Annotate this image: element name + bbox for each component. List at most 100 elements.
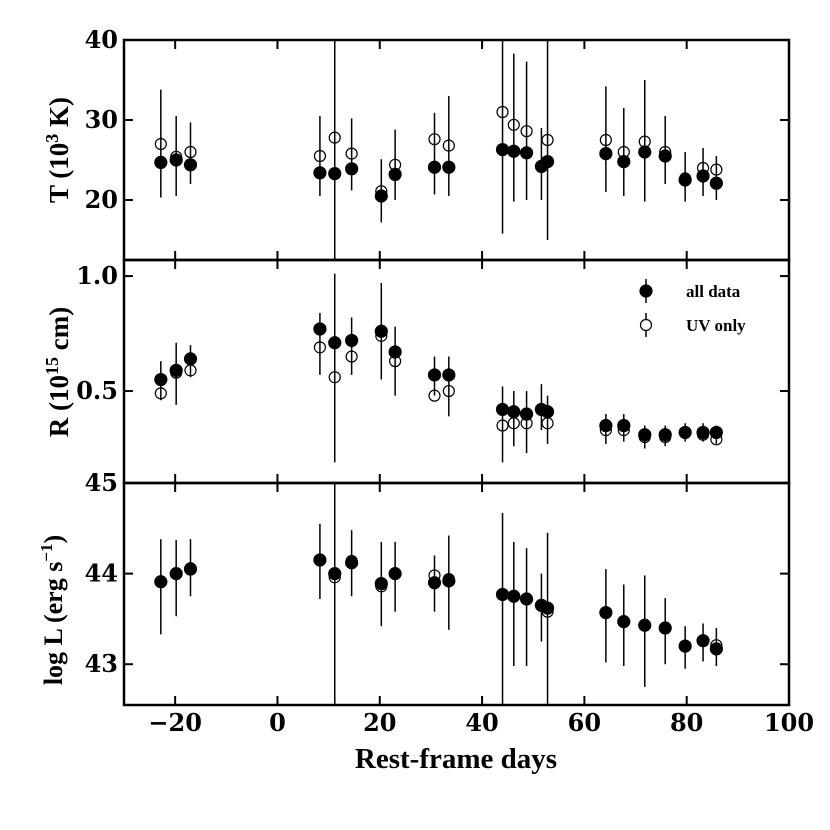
- radius-y-tick-label: 0.5: [76, 376, 118, 405]
- luminosity-all-data-point: [519, 592, 534, 606]
- radius-all-data-point: [709, 425, 723, 440]
- x-axis-label: Rest-frame days: [355, 743, 557, 775]
- temperature-uv-only-point: [507, 118, 520, 131]
- luminosity-all-data-point: [678, 639, 692, 653]
- temperature-all-data-point: [345, 162, 359, 176]
- x-tick-label: 40: [465, 708, 498, 737]
- legend-uv-only-marker: [639, 318, 653, 332]
- x-tick-label: −20: [148, 708, 202, 737]
- radius-all-data-point: [442, 368, 456, 382]
- luminosity-all-data-point: [154, 575, 168, 589]
- radius-y-tick-label: 1.0: [76, 261, 118, 290]
- x-tick-label: 20: [363, 708, 396, 737]
- radius-uv-only-point: [428, 389, 441, 402]
- legend-all-data-marker: [639, 284, 653, 298]
- radius-all-data-point: [696, 425, 710, 440]
- temperature-all-data-point: [638, 145, 652, 159]
- temperature-y-ticks: 20 30 40: [85, 25, 790, 260]
- temperature-all-data-point: [709, 176, 723, 190]
- radius-uv-only-point: [328, 371, 341, 384]
- radius-all-data-point: [599, 418, 613, 433]
- temperature-all-data-point: [519, 146, 534, 160]
- radius-uv-only-point: [496, 419, 509, 432]
- x-tick-label: 60: [568, 708, 601, 737]
- x-axis: −20 0 20 40 60 80 100: [148, 708, 814, 737]
- temperature-all-data-point: [540, 155, 555, 169]
- luminosity-all-data-point: [328, 567, 342, 581]
- luminosity-all-data-point: [374, 576, 388, 591]
- luminosity-y-tick-label: 44: [85, 559, 118, 588]
- radius-all-data-point: [374, 324, 388, 338]
- luminosity-y-ticks: 43 44 45: [85, 468, 790, 705]
- temperature-uv-only-point: [541, 133, 554, 147]
- radius-uv-only-point: [345, 350, 358, 363]
- luminosity-all-data-point: [696, 634, 710, 648]
- temperature-uv-only-point: [496, 105, 509, 119]
- temperature-all-data-point: [678, 173, 692, 187]
- temperature-all-data-point: [427, 160, 442, 174]
- luminosity-all-data-point: [709, 642, 723, 656]
- radius-all-data-point: [495, 402, 510, 417]
- temperature-all-data-point: [328, 167, 342, 181]
- radius-y-label: R (1015 cm): [42, 307, 74, 437]
- radius-all-data-point: [540, 405, 555, 419]
- temperature-all-data-point: [658, 149, 672, 163]
- luminosity-all-data-point: [599, 605, 613, 620]
- luminosity-frame: [122, 481, 791, 707]
- temperature-all-data-point: [599, 147, 613, 161]
- temperature-all-data-point: [183, 158, 198, 172]
- radius-all-data-point: [638, 428, 652, 442]
- temperature-all-data-point: [696, 169, 710, 183]
- radius-all-data-point: [183, 352, 198, 366]
- temperature-uv-only-point: [345, 147, 358, 160]
- temperature-all-data-point: [313, 166, 327, 180]
- luminosity-all-data-point: [388, 567, 402, 581]
- temperature-all-data-point: [617, 155, 631, 169]
- radius-all-data-point: [154, 372, 168, 387]
- radius-all-data-point: [345, 333, 359, 348]
- temperature-uv-only-point: [599, 133, 612, 147]
- temperature-all-data-point: [154, 155, 168, 169]
- temperature-uv-only-point: [184, 145, 197, 159]
- luminosity-panel: 43 44 45 log L (erg s−1): [37, 468, 791, 707]
- luminosity-marks: [154, 483, 723, 705]
- luminosity-all-data-point: [617, 615, 631, 629]
- temperature-y-label: T (103 K): [42, 97, 74, 203]
- temperature-y-tick-label: 20: [85, 185, 118, 214]
- legend-entry-all-data: all data: [639, 279, 741, 303]
- temperature-y-tick-label: 30: [85, 105, 118, 134]
- luminosity-all-data-point: [345, 556, 359, 570]
- temperature-marks: [154, 40, 723, 260]
- temperature-panel: 20 30 40 T (103 K): [42, 25, 791, 262]
- radius-all-data-point: [313, 322, 327, 336]
- legend-all-data-label: all data: [686, 282, 741, 301]
- luminosity-all-data-point: [540, 601, 555, 615]
- luminosity-all-data-point: [507, 589, 521, 603]
- luminosity-all-data-point: [427, 576, 442, 590]
- temperature-uv-only-point: [442, 139, 455, 152]
- luminosity-all-data-point: [495, 587, 510, 602]
- temperature-all-data-point: [374, 189, 388, 203]
- radius-all-data-point: [519, 407, 534, 421]
- radius-uv-only-point: [313, 341, 327, 354]
- radius-uv-only-point: [442, 384, 455, 398]
- luminosity-all-data-point: [638, 618, 652, 632]
- temperature-uv-only-point: [710, 163, 723, 176]
- temperature-uv-only-point: [154, 137, 167, 151]
- legend-uv-only-label: UV only: [686, 316, 746, 335]
- luminosity-all-data-point: [183, 562, 198, 576]
- radius-all-data-point: [328, 336, 342, 350]
- x-tick-label: 80: [670, 708, 703, 737]
- luminosity-all-data-point: [658, 621, 672, 635]
- temperature-all-data-point: [169, 153, 183, 167]
- radius-all-data-point: [427, 368, 442, 382]
- temperature-uv-only-point: [313, 149, 327, 163]
- luminosity-all-data-point: [169, 567, 183, 581]
- radius-all-data-point: [658, 428, 672, 442]
- temperature-uv-only-point: [520, 125, 533, 138]
- x-tick-label: 100: [764, 708, 814, 737]
- radius-marks: [154, 273, 723, 463]
- temperature-all-data-point: [507, 144, 521, 158]
